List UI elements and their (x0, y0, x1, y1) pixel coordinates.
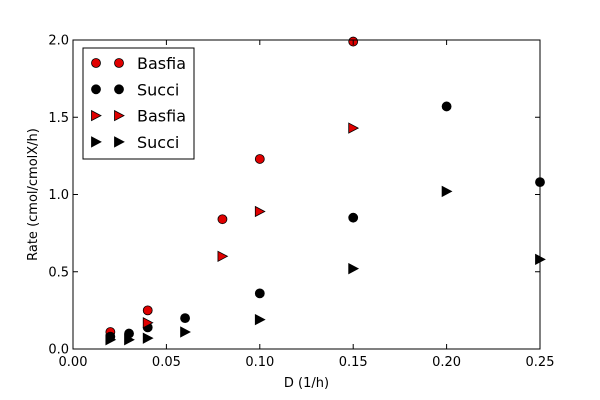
legend-label: Succi (137, 133, 179, 152)
legend-label: Basfia (137, 54, 186, 73)
legend-marker (114, 84, 124, 95)
legend-box (82, 47, 195, 160)
legend: Basfia Succi Basfia Succi (82, 47, 195, 160)
x-tick-label: 0.05 (152, 355, 181, 370)
data-point (254, 288, 265, 299)
data-point (217, 214, 228, 225)
data-point (254, 154, 265, 164)
series-1-basfia (105, 36, 359, 337)
data-point (180, 313, 190, 324)
y-tick-label: 0.0 (48, 343, 69, 358)
data-point (105, 334, 117, 346)
legend-marker (91, 136, 102, 148)
data-point (441, 101, 452, 112)
legend-marker (91, 58, 101, 68)
data-point (348, 122, 360, 134)
data-point (217, 250, 229, 262)
data-point (254, 205, 266, 218)
legend-label: Succi (137, 80, 179, 99)
x-tick-label: 0.15 (339, 355, 368, 370)
axis-ticks: 0.00 0.05 0.10 0.15 0.20 0.25 0.0 0.5 1.0 1.5 2.0 (48, 34, 554, 371)
legend-marker (114, 109, 125, 122)
x-tick-label: 0.20 (432, 355, 461, 370)
data-point (348, 212, 359, 223)
legend-label: Basfia (137, 107, 186, 126)
legend-marker (91, 109, 102, 122)
data-point (348, 262, 360, 275)
y-axis-label: Rate (cmol/cmolX/h) (26, 128, 41, 261)
data-point (441, 185, 453, 198)
series-4-succi (105, 185, 546, 346)
legend-marker (114, 136, 125, 148)
y-tick-label: 1.0 (48, 188, 69, 203)
data-point (124, 334, 135, 346)
legend-marker (114, 58, 124, 68)
y-tick-label: 1.5 (48, 111, 69, 126)
data-point (180, 326, 191, 338)
y-tick-label: 0.5 (48, 265, 69, 280)
x-tick-label: 0.25 (526, 355, 555, 370)
x-tick-label: 0.10 (245, 355, 274, 370)
data-point (142, 332, 154, 344)
data-point (142, 317, 154, 329)
y-tick-label: 2.0 (48, 34, 69, 49)
data-point (142, 305, 153, 316)
legend-marker (91, 84, 101, 95)
series-3-basfia (142, 122, 360, 329)
x-axis-label: D (1/h) (284, 376, 329, 391)
data-point (254, 313, 266, 326)
x-tick-label: 0.00 (59, 355, 88, 370)
